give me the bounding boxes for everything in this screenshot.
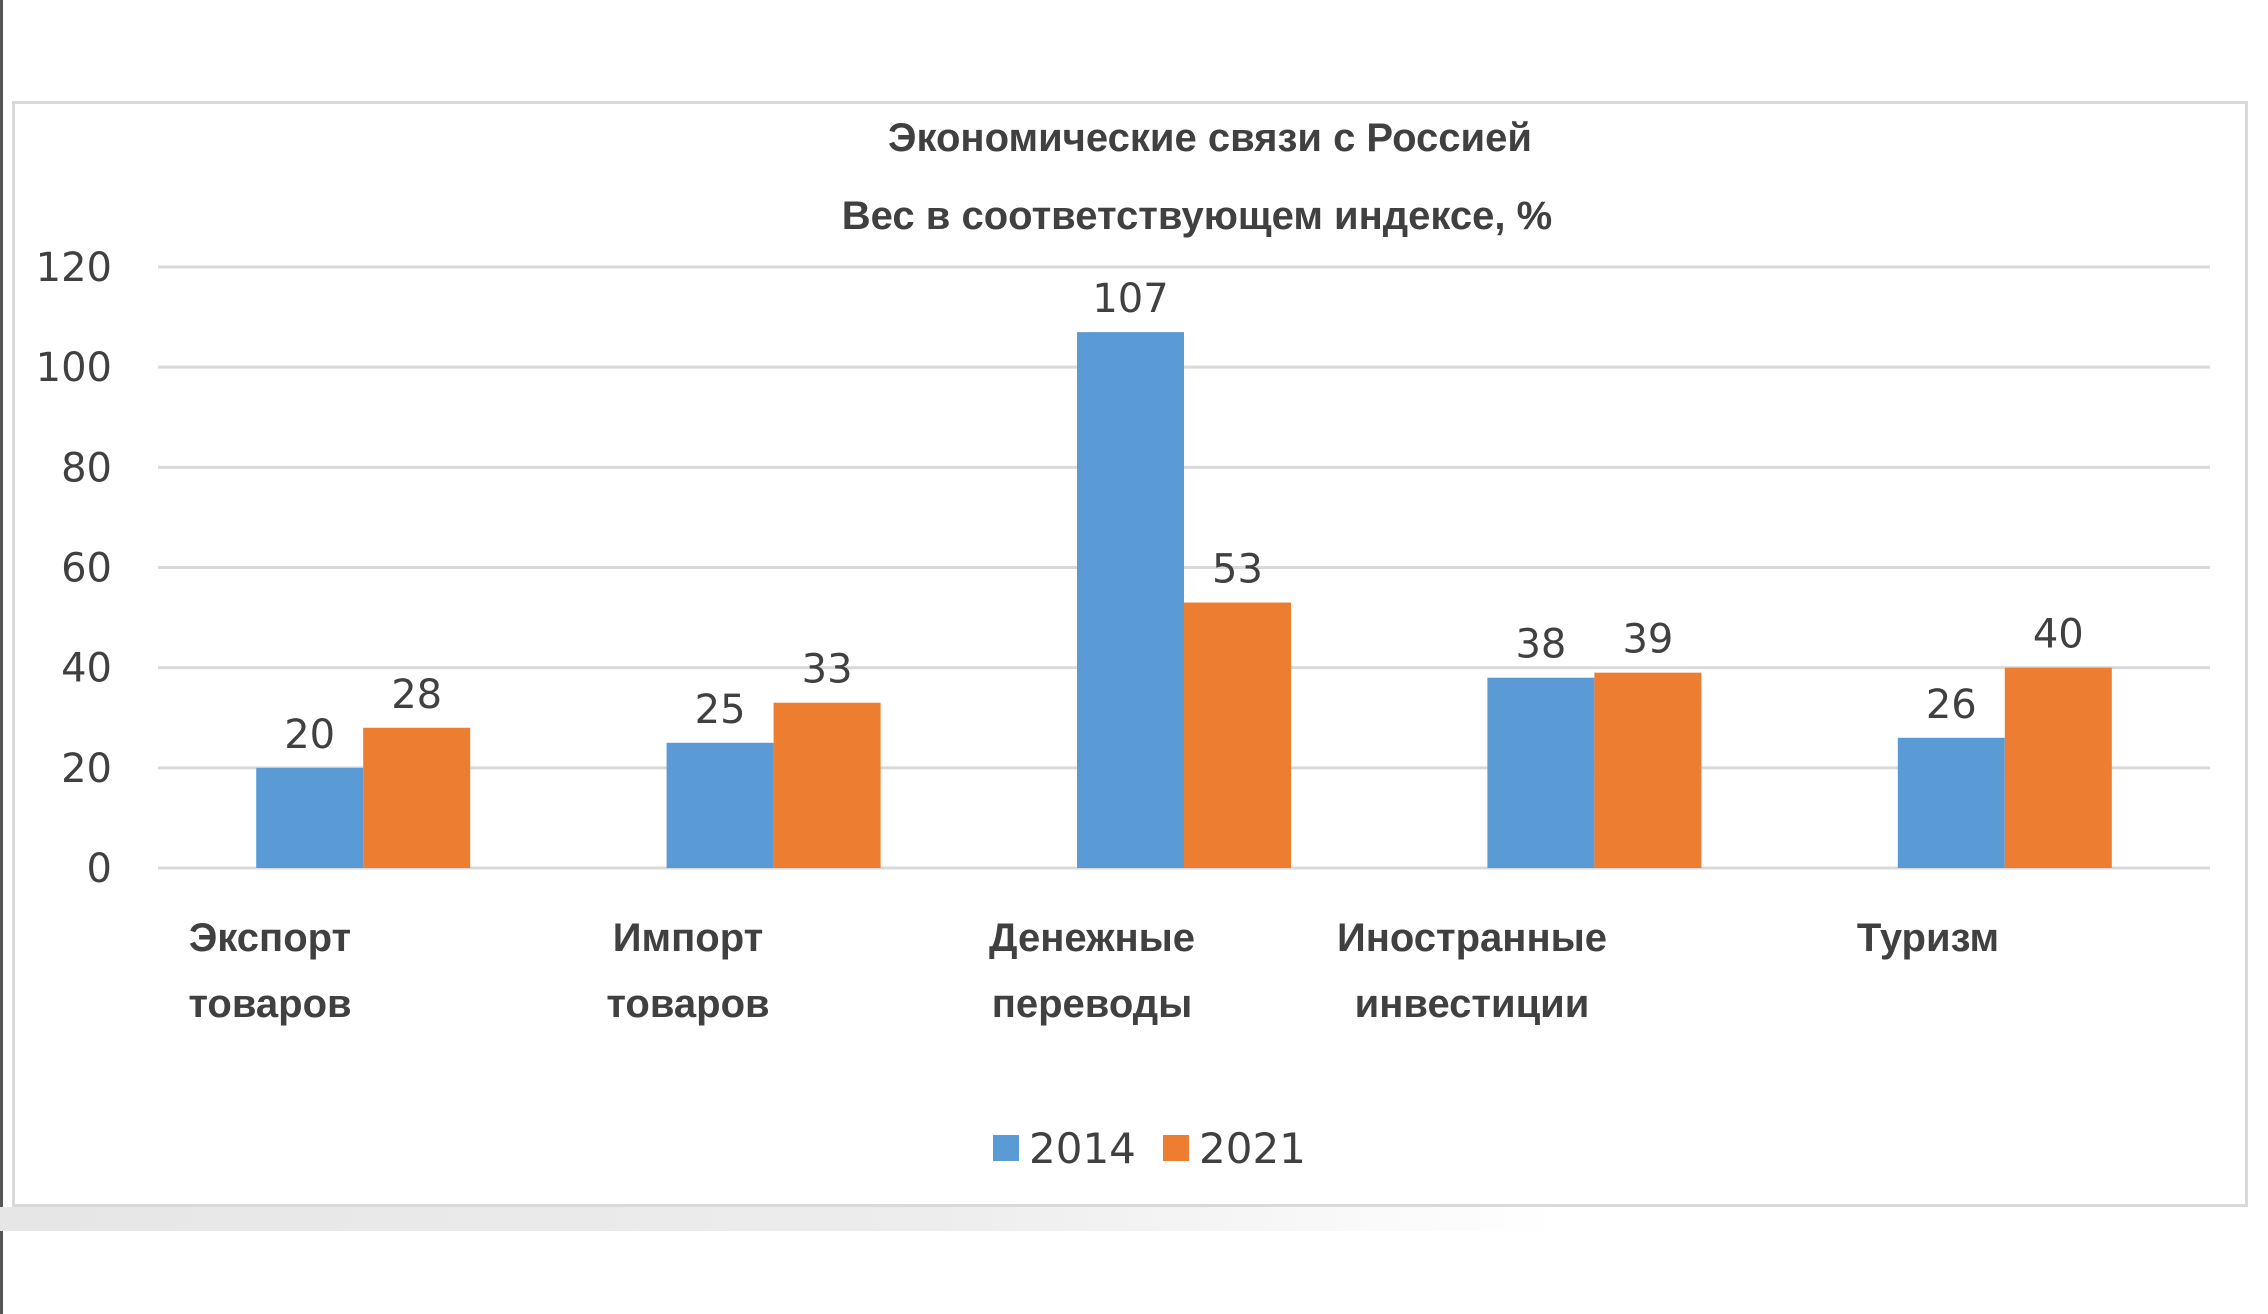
bar-2014: [1897, 737, 2005, 868]
category-label: Экспорт товаров: [188, 916, 351, 1026]
bar-2021: [1184, 602, 1291, 868]
y-tick-label: 0: [87, 846, 112, 892]
data-label: 26: [1926, 682, 1977, 728]
category-label: Иностранные инвестиции: [1337, 916, 1607, 1026]
y-axis-ticks: 0 20 40 60 80 100 120: [36, 245, 112, 892]
data-label: 39: [1622, 617, 1673, 663]
legend-label: 2021: [1199, 1124, 1306, 1173]
bar-2021: [2004, 667, 2112, 868]
bar-2014: [1487, 677, 1595, 868]
y-tick-label: 20: [61, 746, 112, 792]
legend-swatch-2021: [1163, 1135, 1189, 1161]
data-label: 28: [391, 672, 442, 718]
data-label: 33: [802, 647, 853, 693]
x-axis-categories: Экспорт товаров Импорт товаров Денежные перев…: [188, 916, 1999, 1026]
data-label: 53: [1212, 547, 1263, 593]
chart-title: Экономические связи с Россией: [888, 116, 1532, 160]
chart-subtitle: Вес в соответствующем индексе, %: [842, 194, 1552, 238]
category-label: Денежные переводы: [989, 916, 1195, 1026]
bars: [256, 332, 2112, 868]
y-tick-label: 60: [61, 546, 112, 592]
data-label: 107: [1092, 276, 1168, 322]
bar-2014: [1077, 332, 1184, 868]
category-label: Импорт товаров: [606, 916, 769, 1026]
data-label: 40: [2033, 612, 2084, 658]
legend: 2014 2021: [993, 1124, 1306, 1173]
bar-2021: [773, 702, 881, 868]
legend-swatch-2014: [993, 1135, 1019, 1161]
bar-2021: [1594, 672, 1702, 868]
y-tick-label: 100: [36, 345, 112, 391]
bar-2014: [256, 767, 364, 868]
bar-2014: [666, 742, 774, 868]
data-label: 25: [695, 687, 746, 733]
data-label: 38: [1515, 622, 1566, 668]
y-tick-label: 40: [61, 646, 112, 692]
bar-2021: [363, 727, 471, 868]
y-tick-label: 80: [61, 445, 112, 491]
data-label: 20: [284, 712, 335, 758]
data-labels: 20 28 25 33 107 53 38 39 26 40: [284, 276, 2084, 758]
frame-shadow: [0, 1207, 1560, 1231]
y-tick-label: 120: [36, 245, 112, 291]
legend-label: 2014: [1029, 1124, 1136, 1173]
left-edge-line: [0, 0, 3, 1314]
category-label: Туризм: [1857, 916, 1999, 960]
